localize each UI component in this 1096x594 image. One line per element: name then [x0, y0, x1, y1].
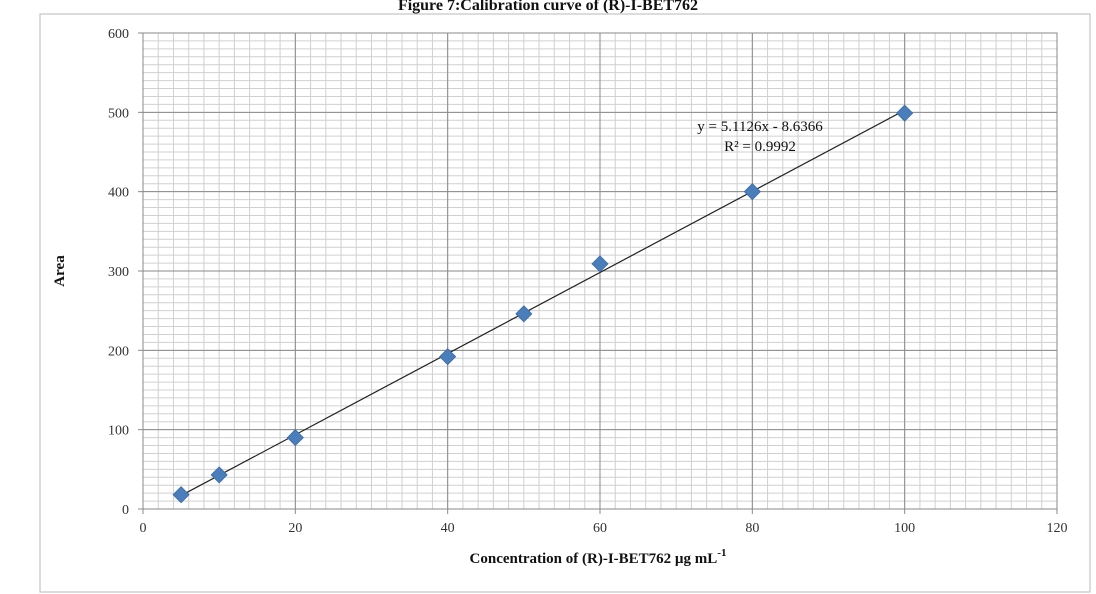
- trendline: [180, 109, 905, 497]
- x-axis-title-text: Concentration of (R)-I-BET762 µg mL: [470, 551, 718, 567]
- data-point-marker: [286, 429, 304, 447]
- y-tick-label: 300: [108, 265, 129, 280]
- x-tick-label: 60: [593, 521, 607, 536]
- y-axis-ticks: 0 100 200 300 400 500 600: [108, 27, 143, 518]
- y-axis-title: Area: [52, 255, 68, 287]
- x-tick-label: 0: [140, 521, 147, 536]
- y-tick-label: 500: [108, 106, 129, 121]
- data-point-marker: [591, 255, 609, 273]
- y-tick-label: 200: [108, 344, 129, 359]
- data-point-marker: [439, 348, 457, 366]
- data-point-marker: [172, 486, 190, 504]
- x-tick-label: 80: [745, 521, 759, 536]
- x-tick-label: 20: [288, 521, 302, 536]
- y-tick-label: 100: [108, 424, 129, 439]
- data-markers: [172, 104, 914, 504]
- figure-title: Figure 7:Calibration curve of (R)-I-BET7…: [398, 0, 698, 14]
- y-tick-label: 400: [108, 186, 129, 201]
- data-point-marker: [743, 183, 761, 201]
- x-tick-label: 120: [1047, 521, 1068, 536]
- y-tick-label: 600: [108, 27, 129, 42]
- y-tick-label: 0: [122, 503, 129, 518]
- x-axis-ticks: 0 20 40 60 80 100 120: [140, 509, 1068, 536]
- data-point-marker: [515, 305, 533, 323]
- trendline-r-squared: R² = 0.9992: [724, 139, 796, 155]
- trendline-equation: y = 5.1126x - 8.6366: [697, 119, 823, 135]
- x-tick-label: 40: [441, 521, 455, 536]
- x-axis-title-superscript: -1: [717, 547, 726, 559]
- data-point-marker: [896, 104, 914, 122]
- data-point-marker: [210, 466, 228, 484]
- x-tick-label: 100: [894, 521, 915, 536]
- x-axis-title: Concentration of (R)-I-BET762 µg mL-1: [470, 547, 727, 567]
